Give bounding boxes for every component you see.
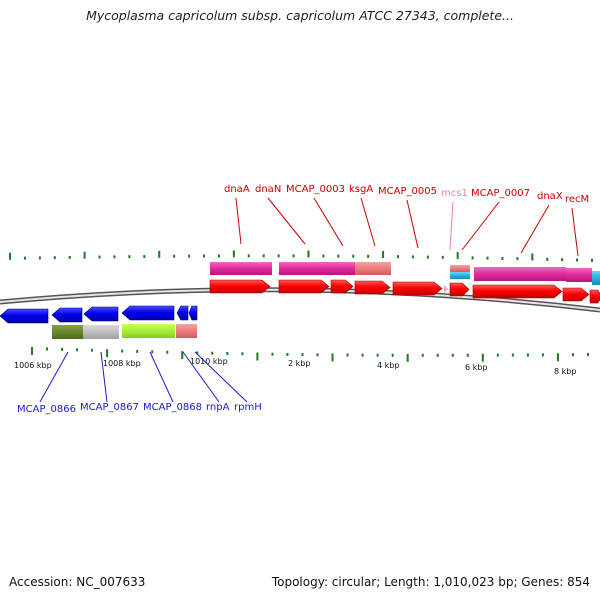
cds-arrow[interactable] xyxy=(589,289,600,304)
gene-label-leader xyxy=(520,204,550,254)
gene-block[interactable] xyxy=(83,325,119,339)
gene-label-leader xyxy=(182,351,220,403)
gene-label-leader xyxy=(39,351,69,403)
gene-label[interactable]: dnaN xyxy=(255,184,281,195)
gene-block[interactable] xyxy=(331,262,355,275)
cds-arrow[interactable] xyxy=(354,280,391,295)
gene-label[interactable]: MCAP_0003 xyxy=(286,184,345,195)
scale-label: 6 kbp xyxy=(465,363,487,372)
gene-block[interactable] xyxy=(355,262,391,275)
gene-block[interactable] xyxy=(210,262,272,275)
pseudogene-marker[interactable] xyxy=(444,285,448,293)
scale-label: 1008 kbp xyxy=(103,359,141,368)
gene-block[interactable] xyxy=(279,262,331,275)
gene-label[interactable]: rnpA xyxy=(206,402,230,413)
cds-arrow[interactable] xyxy=(51,307,83,323)
forward-cds-track xyxy=(209,279,600,304)
reverse-cds-track xyxy=(0,305,198,324)
cds-arrow[interactable] xyxy=(562,287,590,302)
gene-label[interactable]: dnaX xyxy=(537,191,563,202)
gene-block[interactable] xyxy=(450,265,470,272)
gene-label[interactable]: dnaA xyxy=(224,184,250,195)
gene-label[interactable]: MCAP_0007 xyxy=(471,188,530,199)
gene-label-leader xyxy=(571,207,579,257)
gene-label[interactable]: MCAP_0005 xyxy=(378,186,437,197)
map-title: Mycoplasma capricolum subsp. capricolum … xyxy=(86,8,514,23)
gene-block[interactable] xyxy=(592,271,600,285)
scale-ticks xyxy=(9,250,593,362)
gene-label[interactable]: rpmH xyxy=(234,402,262,413)
scale-label: 8 kbp xyxy=(554,367,576,376)
scale-label: 4 kbp xyxy=(377,361,399,370)
gene-block[interactable] xyxy=(176,324,197,338)
gene-label-leader xyxy=(194,351,248,403)
gene-label[interactable]: mcs1 xyxy=(441,188,468,199)
gene-label-leader xyxy=(406,199,419,249)
gene-label[interactable]: MCAP_0866 xyxy=(17,404,76,415)
gene-label-leader xyxy=(313,197,344,247)
gene-block[interactable] xyxy=(474,267,566,281)
gene-label-leader xyxy=(235,197,242,245)
gene-label-leader xyxy=(461,201,500,251)
scale-label: 1006 kbp xyxy=(14,361,52,370)
cds-arrow[interactable] xyxy=(209,279,271,294)
gene-label-leader xyxy=(267,197,306,245)
scale-label: 2 kbp xyxy=(288,359,310,368)
cds-arrow[interactable] xyxy=(472,284,563,299)
scale-label: 1010 kbp xyxy=(190,357,228,366)
cds-arrow[interactable] xyxy=(278,279,330,294)
gene-block[interactable] xyxy=(566,268,592,282)
cds-arrow[interactable] xyxy=(392,281,443,296)
gene-label-leader xyxy=(149,351,174,403)
gene-label-leader xyxy=(360,197,376,247)
forward-gene-labels: dnaA dnaN MCAP_0003 ksgA MCAP_0005 mcs1 MCAP_0… xyxy=(224,184,589,257)
gene-block[interactable] xyxy=(52,325,83,339)
gene-label[interactable]: MCAP_0868 xyxy=(143,402,202,413)
gene-label-leader xyxy=(100,351,108,403)
genome-info-text: Topology: circular; Length: 1,010,023 bp… xyxy=(271,575,590,589)
cds-arrow[interactable] xyxy=(0,308,49,324)
cds-arrow[interactable] xyxy=(449,282,470,297)
cds-arrow[interactable] xyxy=(188,305,198,321)
gene-label[interactable]: MCAP_0867 xyxy=(80,402,139,413)
cds-arrow[interactable] xyxy=(330,279,354,294)
gene-label-leader xyxy=(449,201,454,251)
gene-label[interactable]: ksgA xyxy=(349,184,373,195)
gene-block[interactable] xyxy=(450,272,470,279)
cds-arrow[interactable] xyxy=(121,305,175,321)
accession-text: Accession: NC_007633 xyxy=(9,575,146,589)
cds-arrow[interactable] xyxy=(83,306,119,322)
cds-arrow[interactable] xyxy=(176,305,189,321)
gene-label[interactable]: recM xyxy=(565,194,589,205)
forward-gene-track xyxy=(210,262,600,285)
reverse-gene-track xyxy=(52,324,197,339)
gene-block[interactable] xyxy=(122,324,175,338)
scale-labels: 1006 kbp 1008 kbp 1010 kbp 2 kbp 4 kbp 6 kbp 8… xyxy=(14,357,576,376)
reverse-gene-labels: MCAP_0866 MCAP_0867 MCAP_0868 rnpA rpmH xyxy=(17,351,262,415)
